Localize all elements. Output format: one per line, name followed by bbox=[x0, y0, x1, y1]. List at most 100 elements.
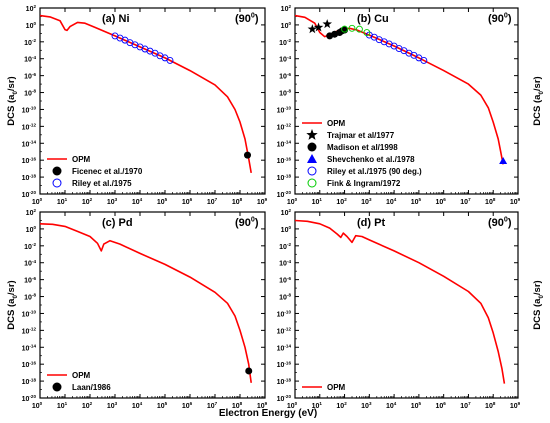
y-tick-label: 102 bbox=[26, 208, 37, 217]
x-tick-label: 105 bbox=[411, 401, 422, 410]
y-axis-label: DCS (a0/sr) bbox=[6, 76, 19, 125]
legend-label: OPM bbox=[327, 119, 346, 128]
y-axis-label: DCS (a0/sr) bbox=[532, 280, 545, 329]
x-tick-label: 109 bbox=[510, 197, 521, 206]
legend-swatch bbox=[52, 166, 62, 176]
x-tick-label: 107 bbox=[460, 401, 471, 410]
panel-title: (a) Ni bbox=[102, 13, 130, 25]
legend-label: Laan/1986 bbox=[72, 383, 111, 392]
legend-swatch bbox=[307, 154, 317, 163]
y-tick-label: 10-20 bbox=[277, 394, 292, 403]
x-tick-label: 106 bbox=[182, 401, 193, 410]
y-tick-label: 102 bbox=[281, 208, 292, 217]
y-tick-label: 10-10 bbox=[277, 106, 292, 115]
y-tick-label: 10-14 bbox=[22, 343, 37, 352]
x-tick-label: 109 bbox=[257, 401, 268, 410]
y-tick-label: 10-18 bbox=[22, 173, 37, 182]
y-tick-label: 10-8 bbox=[24, 293, 36, 302]
x-tick-label: 101 bbox=[57, 401, 68, 410]
y-tick-label: 10-10 bbox=[277, 310, 292, 319]
legend-swatch bbox=[307, 166, 317, 176]
x-axis-label: Electron Energy (eV) bbox=[219, 408, 317, 419]
legend-label: Fink & Ingram/1972 bbox=[327, 179, 401, 188]
y-tick-label: 10-18 bbox=[22, 377, 37, 386]
x-tick-label: 107 bbox=[207, 197, 218, 206]
x-tick-label: 100 bbox=[287, 197, 298, 206]
y-tick-label: 10-12 bbox=[277, 123, 292, 132]
panel-0: 100 101 102 103 104 105 106 107 108 109 10-20 10-18… bbox=[6, 4, 268, 206]
legend-label: Riley et al./1975 (90 deg.) bbox=[327, 167, 422, 176]
x-tick-label: 108 bbox=[485, 401, 496, 410]
panel-title: (b) Cu bbox=[357, 13, 389, 25]
legend-swatch bbox=[307, 142, 317, 152]
y-tick-label: 10-16 bbox=[22, 360, 37, 369]
x-tick-label: 104 bbox=[386, 401, 397, 410]
x-tick-label: 109 bbox=[510, 401, 521, 410]
panel-angle: (900) bbox=[235, 216, 259, 229]
x-tick-label: 104 bbox=[132, 401, 143, 410]
panel-angle: (900) bbox=[488, 12, 512, 25]
y-tick-label: 102 bbox=[281, 4, 292, 13]
legend-swatch bbox=[306, 129, 318, 140]
legend-swatch bbox=[52, 178, 62, 188]
panel-title: (c) Pd bbox=[102, 217, 133, 229]
x-tick-label: 104 bbox=[132, 197, 143, 206]
y-tick-label: 10-2 bbox=[279, 242, 291, 251]
data-point bbox=[341, 25, 349, 33]
x-tick-label: 100 bbox=[287, 401, 298, 410]
y-tick-label: 10-10 bbox=[22, 106, 37, 115]
y-tick-label: 10-20 bbox=[22, 394, 37, 403]
y-tick-label: 10-4 bbox=[279, 259, 291, 268]
x-tick-label: 108 bbox=[232, 197, 243, 206]
x-tick-label: 106 bbox=[182, 197, 193, 206]
x-tick-label: 103 bbox=[361, 197, 372, 206]
legend-label: OPM bbox=[327, 383, 346, 392]
x-tick-label: 108 bbox=[232, 401, 243, 410]
legend-label: Madison et al/1998 bbox=[327, 143, 398, 152]
x-tick-label: 105 bbox=[411, 197, 422, 206]
data-point bbox=[499, 157, 508, 165]
y-tick-label: 10-16 bbox=[277, 156, 292, 165]
data-point bbox=[363, 29, 371, 36]
x-tick-label: 109 bbox=[257, 197, 268, 206]
y-tick-label: 10-2 bbox=[24, 242, 36, 251]
x-tick-label: 100 bbox=[32, 401, 43, 410]
panel-3: 100 101 102 103 104 105 106 107 108 109 10-20 10-18… bbox=[277, 208, 545, 410]
x-tick-label: 107 bbox=[207, 401, 218, 410]
y-tick-label: 10-18 bbox=[277, 377, 292, 386]
data-point bbox=[355, 25, 363, 33]
y-tick-label: 10-12 bbox=[277, 327, 292, 336]
y-tick-label: 10-4 bbox=[24, 55, 36, 64]
y-tick-label: 10-2 bbox=[24, 38, 36, 47]
panel-2: 100 101 102 103 104 105 106 107 108 109 10-20 10-18… bbox=[6, 208, 268, 410]
y-tick-label: 10-4 bbox=[24, 259, 36, 268]
x-tick-label: 103 bbox=[107, 401, 118, 410]
y-tick-label: 10-8 bbox=[279, 293, 291, 302]
y-tick-label: 100 bbox=[281, 21, 292, 30]
series-line-opm bbox=[294, 219, 506, 384]
y-tick-label: 10-12 bbox=[22, 123, 37, 132]
y-tick-label: 10-8 bbox=[279, 89, 291, 98]
legend-label: OPM bbox=[72, 155, 91, 164]
y-tick-label: 10-12 bbox=[22, 327, 37, 336]
x-tick-label: 103 bbox=[361, 401, 372, 410]
y-tick-label: 10-8 bbox=[24, 89, 36, 98]
legend-label: Shevchenko et al./1978 bbox=[327, 155, 415, 164]
y-tick-label: 10-14 bbox=[277, 343, 292, 352]
panel-angle: (900) bbox=[235, 12, 259, 25]
y-tick-label: 10-2 bbox=[279, 38, 291, 47]
y-tick-label: 10-6 bbox=[279, 276, 291, 285]
data-point bbox=[307, 24, 318, 34]
y-tick-label: 100 bbox=[26, 21, 37, 30]
legend-label: Riley et al./1975 bbox=[72, 179, 132, 188]
data-point bbox=[420, 56, 428, 64]
x-tick-label: 106 bbox=[436, 197, 447, 206]
data-point bbox=[245, 367, 253, 375]
data-point bbox=[313, 22, 324, 32]
series-line-opm bbox=[39, 14, 252, 174]
series-line-opm bbox=[39, 223, 252, 383]
x-tick-label: 102 bbox=[82, 197, 93, 206]
x-tick-label: 101 bbox=[312, 197, 323, 206]
data-point bbox=[166, 56, 174, 64]
